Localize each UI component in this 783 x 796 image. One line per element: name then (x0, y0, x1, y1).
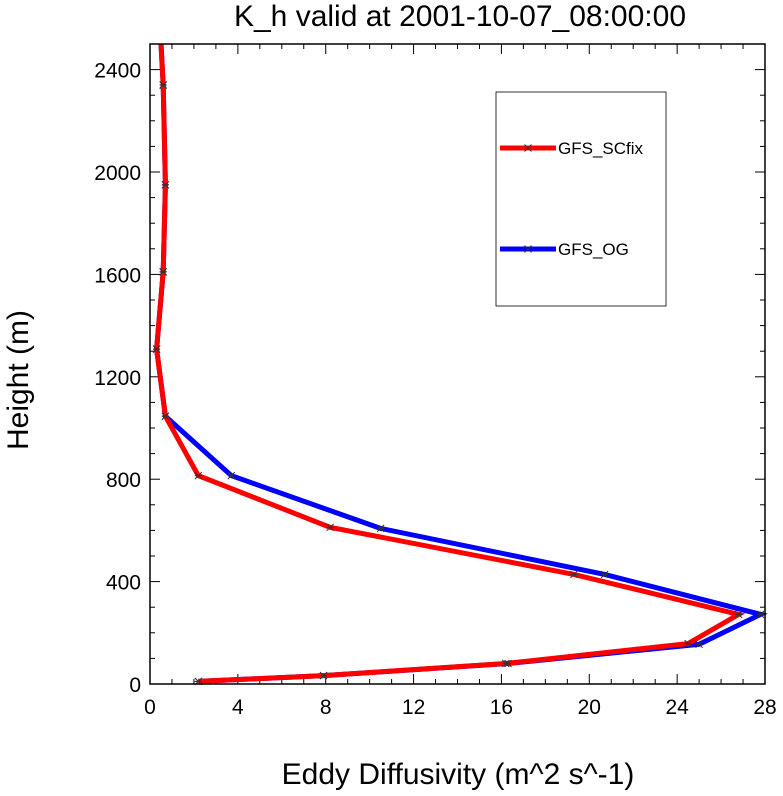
data-point-gfs-scfix (684, 639, 692, 648)
data-point-gfs-scfix (734, 610, 743, 619)
legend-label-gfs-og: GFS_OG (558, 240, 629, 259)
data-markers (152, 81, 765, 686)
x-tick-label: 16 (490, 696, 513, 719)
legend-label-gfs-scfix: GFS_SCfix (558, 139, 644, 158)
x-tick-label: 28 (753, 696, 776, 719)
x-tick-label: 4 (232, 696, 244, 719)
axis-ticks (149, 43, 766, 685)
x-tick-label: 12 (402, 696, 425, 719)
data-point-gfs-og (600, 570, 609, 579)
y-tick-label: 2000 (94, 162, 141, 185)
legend: GFS_SCfix GFS_OG (495, 91, 667, 307)
plot-frame (149, 43, 766, 685)
legend-box (495, 91, 667, 307)
x-tick-labels: 0 4 8 12 16 20 24 28 (144, 696, 777, 719)
data-point-gfs-scfix (152, 345, 161, 354)
data-point-gfs-scfix (319, 671, 328, 680)
data-point-gfs-scfix (159, 81, 168, 89)
x-tick-label: 24 (665, 696, 689, 719)
data-point-gfs-og (376, 524, 385, 533)
y-tick-label: 1600 (94, 264, 141, 287)
x-axis-title: Eddy Diffusivity (m^2 s^-1) (282, 758, 635, 791)
y-tick-labels: 0 400 800 1200 1600 2000 2400 (94, 60, 141, 697)
series-line-gfs-og (154, 43, 768, 684)
legend-items: GFS_SCfix GFS_OG (500, 139, 644, 259)
data-point-gfs-scfix (501, 659, 510, 668)
chart-title: K_h valid at 2001-10-07_08:00:00 (234, 0, 686, 33)
plot-area (154, 43, 768, 684)
series-line-gfs-scfix (154, 43, 746, 684)
y-tick-label: 1200 (94, 367, 141, 390)
data-point-gfs-scfix (161, 412, 170, 421)
data-point-gfs-og (756, 610, 765, 619)
y-tick-label: 400 (106, 572, 141, 595)
y-tick-label: 800 (106, 469, 141, 492)
x-tick-label: 0 (144, 696, 156, 719)
y-tick-label: 0 (129, 674, 141, 697)
data-point-gfs-scfix (194, 471, 203, 480)
legend-marker-gfs-og (524, 245, 532, 253)
data-point-gfs-og (227, 471, 236, 480)
legend-marker-gfs-scfix (524, 144, 532, 152)
data-point-gfs-og (695, 640, 703, 649)
data-point-gfs-scfix (326, 523, 334, 532)
y-tick-label: 2400 (94, 60, 141, 83)
x-tick-label: 8 (320, 696, 332, 719)
y-axis-title: Height (m) (2, 310, 35, 450)
data-point-gfs-scfix (159, 267, 168, 276)
data-point-gfs-scfix (570, 570, 578, 579)
x-tick-label: 20 (578, 696, 601, 719)
data-point-gfs-scfix (161, 180, 170, 189)
